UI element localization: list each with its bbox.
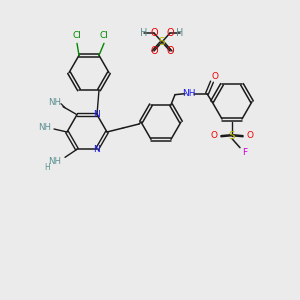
Text: O: O [211,131,218,140]
Text: NH: NH [49,98,62,107]
Text: H: H [176,28,184,38]
Text: F: F [242,148,247,157]
Text: N: N [94,110,100,119]
Text: Cl: Cl [73,31,81,40]
Text: Cl: Cl [100,31,108,40]
Text: O: O [150,28,158,38]
Text: O: O [212,72,218,81]
Text: NH: NH [182,89,196,98]
Text: S: S [159,37,165,47]
Text: O: O [247,131,254,140]
Text: O: O [166,46,174,56]
Text: O: O [166,28,174,38]
Text: N: N [94,145,100,154]
Text: NH: NH [38,122,52,131]
Text: S: S [229,131,235,141]
Text: O: O [150,46,158,56]
Text: NH: NH [49,157,62,166]
Text: H: H [44,163,50,172]
Text: H: H [140,28,148,38]
